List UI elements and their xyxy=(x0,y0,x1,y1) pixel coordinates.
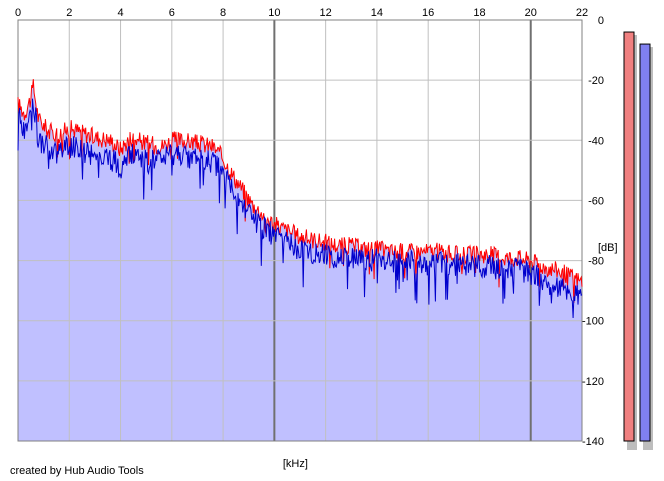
y-tick-label: -60 xyxy=(588,195,604,207)
series-line-blue xyxy=(17,98,583,319)
x-tick-label: 2 xyxy=(66,7,72,19)
grid-layer xyxy=(17,19,583,442)
x-tick-label: 16 xyxy=(422,7,434,19)
credit-text: created by Hub Audio Tools xyxy=(10,465,144,477)
y-tick-label: -40 xyxy=(588,135,604,147)
tick-labels: 0 2 4 6 8 10 12 14 16 18 20 22 0 -20 -40 -60 -80 -100 -120… xyxy=(15,7,604,448)
series-layer xyxy=(17,79,583,319)
plot-frame xyxy=(17,19,583,442)
x-tick-label: 14 xyxy=(371,7,383,19)
x-tick-label: 18 xyxy=(473,7,485,19)
x-tick-label: 10 xyxy=(268,7,280,19)
x-tick-label: 0 xyxy=(15,7,21,19)
x-tick-label: 4 xyxy=(117,7,123,19)
series-line-red xyxy=(17,79,583,303)
x-tick-label: 12 xyxy=(320,7,332,19)
level-meters xyxy=(623,31,653,451)
x-axis-label: [kHz] xyxy=(283,458,308,470)
y-tick-label: -20 xyxy=(588,75,604,87)
y-tick-label: 0 xyxy=(598,15,604,27)
meter-red-channel xyxy=(623,31,635,442)
y-tick-label: -80 xyxy=(588,256,604,268)
meter-blue-channel xyxy=(639,43,651,442)
x-tick-label: 22 xyxy=(576,7,588,19)
y-tick-label: -100 xyxy=(582,316,604,328)
y-axis-label: [dB] xyxy=(598,242,618,254)
x-tick-label: 20 xyxy=(525,7,537,19)
x-tick-label: 6 xyxy=(169,7,175,19)
y-tick-label: -140 xyxy=(582,436,604,448)
y-tick-label: -120 xyxy=(582,376,604,388)
x-tick-label: 8 xyxy=(220,7,226,19)
